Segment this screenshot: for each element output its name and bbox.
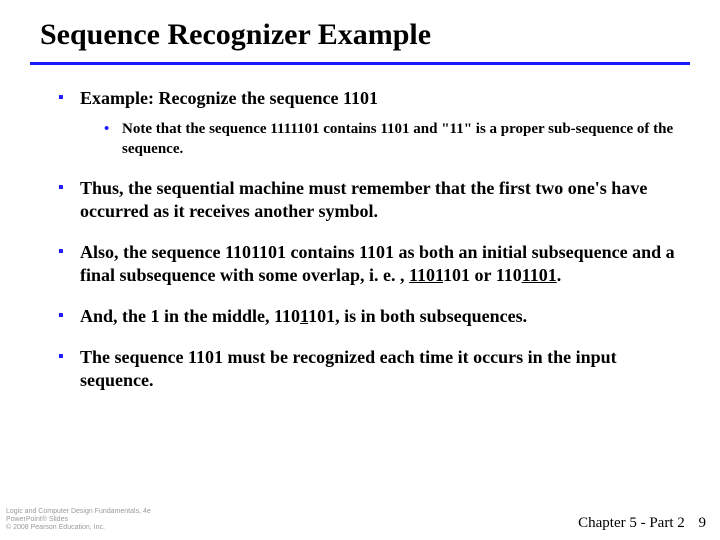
- title-rule: [30, 62, 690, 65]
- footer-pager: Chapter 5 - Part 2 9: [578, 515, 706, 532]
- bullet-item: Thus, the sequential machine must rememb…: [58, 177, 690, 223]
- bullet-text: Example: Recognize the sequence 1101: [80, 88, 378, 108]
- footer-line: PowerPoint® Slides: [6, 516, 151, 524]
- bullet-item: Example: Recognize the sequence 1101 Not…: [58, 87, 690, 159]
- slide: Sequence Recognizer Example Example: Rec…: [0, 0, 720, 392]
- footer-chapter: Chapter 5 - Part 2: [578, 515, 685, 531]
- bullet-item: Also, the sequence 1101101 contains 1101…: [58, 241, 690, 287]
- footer-line: Logic and Computer Design Fundamentals, …: [6, 508, 151, 516]
- footer-credits: Logic and Computer Design Fundamentals, …: [6, 508, 151, 532]
- sub-bullet-item: Note that the sequence 1111101 contains …: [104, 120, 690, 159]
- bullet-item: The sequence 1101 must be recognized eac…: [58, 346, 690, 392]
- footer-line: © 2008 Pearson Education, Inc.: [6, 524, 151, 532]
- bullet-item: And, the 1 in the middle, 1101101, is in…: [58, 305, 690, 328]
- slide-title: Sequence Recognizer Example: [40, 18, 690, 52]
- sub-bullet-list: Note that the sequence 1111101 contains …: [80, 120, 690, 159]
- bullet-list: Example: Recognize the sequence 1101 Not…: [30, 87, 690, 392]
- footer-page-number: 9: [699, 515, 707, 531]
